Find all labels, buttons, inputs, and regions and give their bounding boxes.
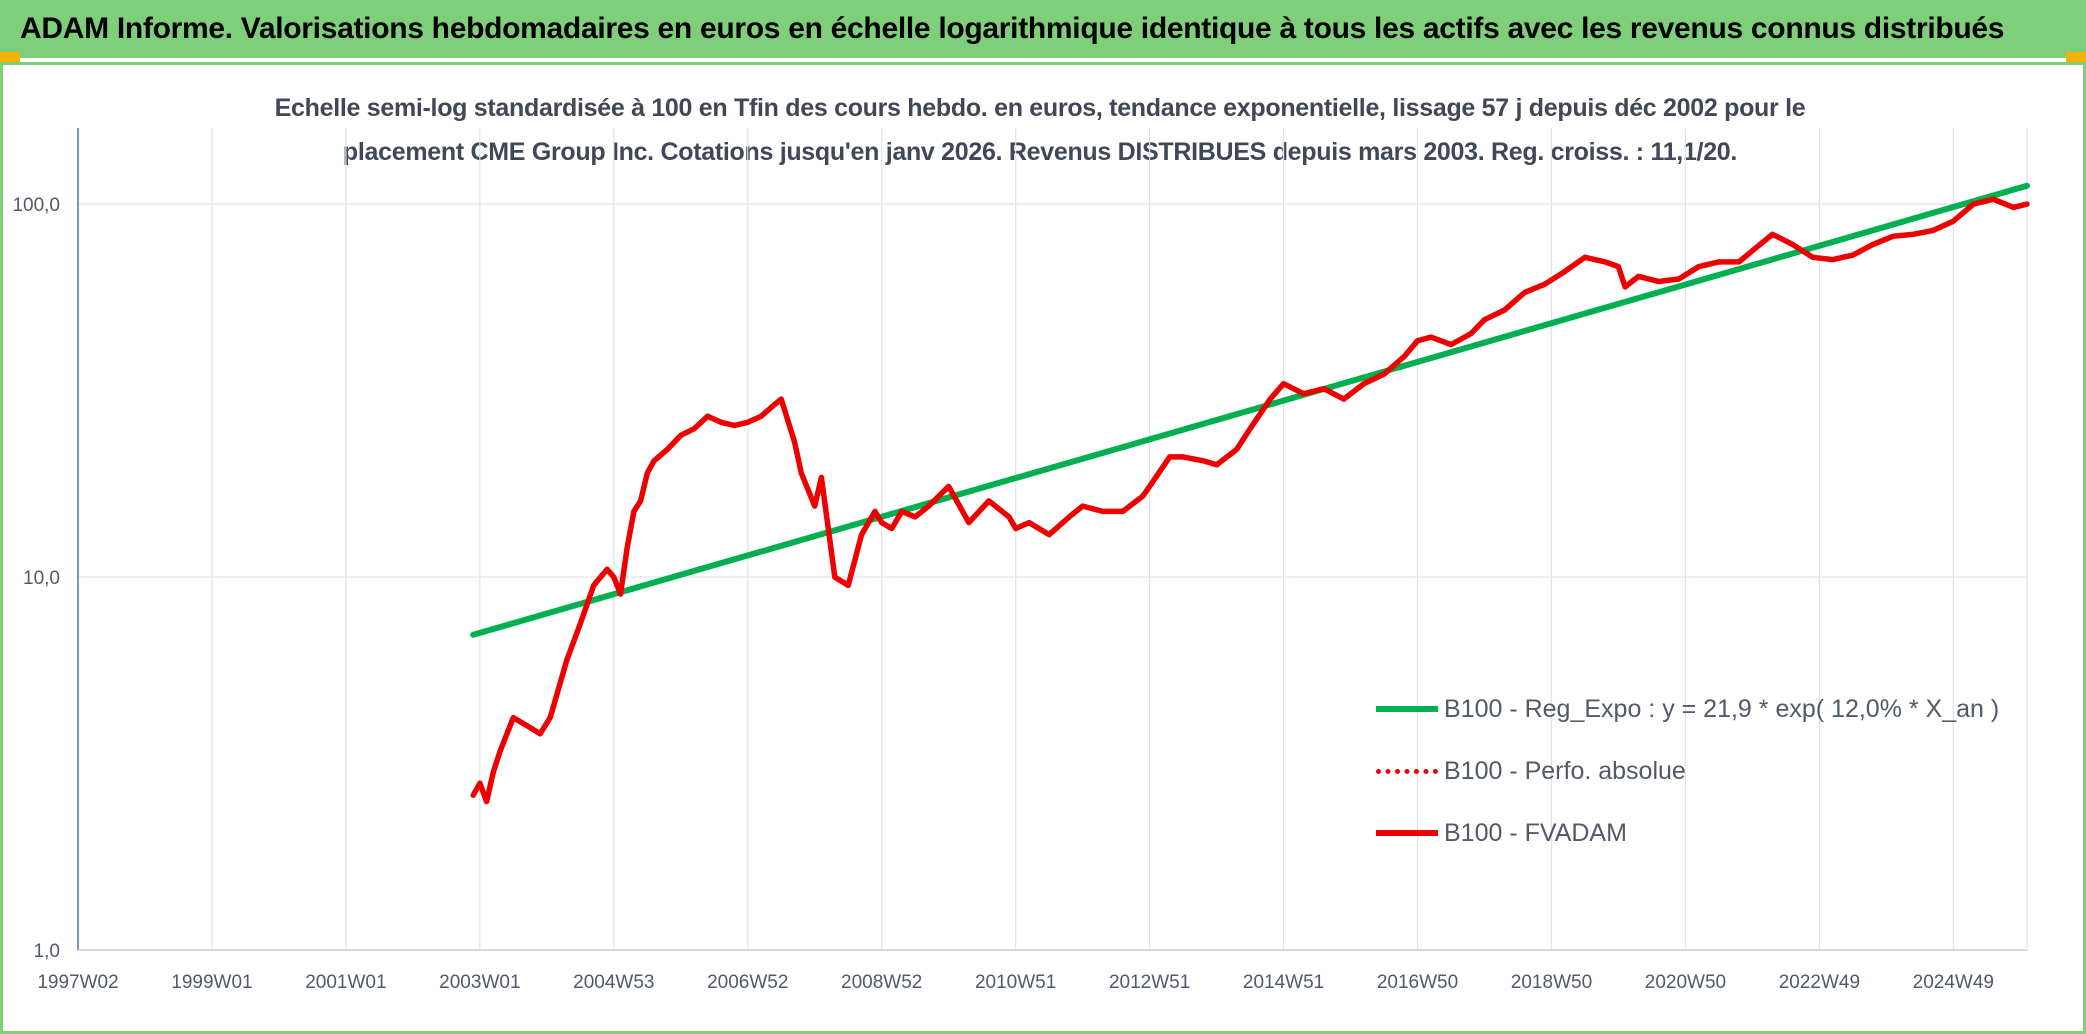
legend-swatch-perfo (1376, 768, 1438, 774)
legend-item-fvadam: B100 - FVADAM (1376, 813, 1627, 853)
legend-label-fvadam: B100 - FVADAM (1444, 818, 1627, 847)
corner-marker-left (0, 52, 20, 62)
x-tick-label: 1997W02 (37, 972, 118, 993)
series-layer (470, 182, 2030, 805)
y-tick-label: 1,0 (34, 941, 60, 962)
x-tick-label: 2006W52 (707, 972, 788, 993)
x-tick-label: 2012W51 (1109, 972, 1190, 993)
x-tick-label: 2001W01 (305, 972, 386, 993)
grid-layer (77, 128, 2028, 951)
x-tick-label: 2020W50 (1645, 972, 1726, 993)
x-tick-label: 2008W52 (841, 972, 922, 993)
x-tick-label: 2003W01 (439, 972, 520, 993)
chart-legend: B100 - Reg_Expo : y = 21,9 * exp( 12,0% … (1376, 685, 2016, 885)
x-tick-label: 2022W49 (1779, 972, 1860, 993)
x-tick-label: 2004W53 (573, 972, 654, 993)
legend-swatch-fvadam (1376, 830, 1438, 836)
y-tick-label: 100,0 (12, 195, 60, 216)
legend-label-trend: B100 - Reg_Expo : y = 21,9 * exp( 12,0% … (1444, 694, 2000, 723)
x-tick-label: 2016W50 (1377, 972, 1458, 993)
legend-item-trend: B100 - Reg_Expo : y = 21,9 * exp( 12,0% … (1376, 689, 1999, 729)
page-title: ADAM Informe. Valorisations hebdomadaire… (20, 12, 2005, 45)
chart-title: Echelle semi-log standardisée à 100 en T… (200, 86, 1880, 174)
legend-item-perfo: B100 - Perfo. absolue (1376, 751, 1686, 791)
fvadam-line (470, 196, 2030, 805)
x-tick-label: 2014W51 (1243, 972, 1324, 993)
x-tick-label: 2024W49 (1913, 972, 1994, 993)
trend-line (470, 182, 2030, 638)
chart-title-line-2: placement CME Group Inc. Cotations jusqu… (342, 138, 1738, 166)
y-tick-label: 10,0 (23, 568, 60, 589)
chart-title-line-1: Echelle semi-log standardisée à 100 en T… (274, 94, 1806, 122)
chart-frame (0, 62, 2086, 1034)
header-banner: ADAM Informe. Valorisations hebdomadaire… (0, 0, 2086, 58)
x-tick-label: 1999W01 (171, 972, 252, 993)
axis-layer: 1,0 10,0 100,0 1997W02 1999W01 2001W01 2003W01… (12, 128, 2027, 993)
legend-swatch-trend (1376, 706, 1438, 712)
legend-label-perfo: B100 - Perfo. absolue (1444, 756, 1686, 785)
corner-marker-right (2066, 52, 2086, 62)
x-tick-label: 2010W51 (975, 972, 1056, 993)
x-tick-label: 2018W50 (1511, 972, 1592, 993)
